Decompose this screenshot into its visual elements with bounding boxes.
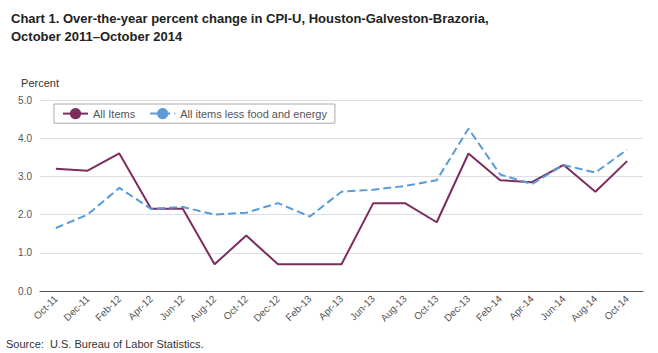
svg-text:Jun-12: Jun-12 (157, 293, 187, 323)
svg-text:Source: U.S. Bureau of Labor: Source: U.S. Bureau of Labor Statistics. (6, 338, 203, 350)
svg-text:Aug-14: Aug-14 (569, 293, 600, 324)
svg-text:Dec-12: Dec-12 (251, 293, 282, 324)
svg-text:4.0: 4.0 (18, 133, 32, 144)
svg-text:Oct-12: Oct-12 (221, 293, 250, 322)
svg-text:3.0: 3.0 (18, 171, 32, 182)
svg-text:October 2011–October 2014: October 2011–October 2014 (11, 29, 183, 44)
svg-text:Apr-12: Apr-12 (126, 293, 155, 322)
svg-text:All items less food and energy: All items less food and energy (180, 108, 327, 120)
svg-text:Chart 1. Over-the-year percent: Chart 1. Over-the-year percent change in… (11, 11, 489, 26)
svg-text:Apr-14: Apr-14 (507, 293, 536, 322)
svg-text:Percent: Percent (21, 77, 59, 89)
svg-text:All Items: All Items (93, 108, 136, 120)
svg-text:Feb-13: Feb-13 (284, 293, 314, 323)
svg-text:1.0: 1.0 (18, 247, 32, 258)
svg-text:Oct-13: Oct-13 (412, 293, 441, 322)
svg-text:Oct-11: Oct-11 (31, 293, 60, 322)
svg-text:Apr-13: Apr-13 (316, 293, 345, 322)
svg-text:2.0: 2.0 (18, 209, 32, 220)
svg-text:Aug-12: Aug-12 (188, 293, 219, 324)
svg-text:Oct-14: Oct-14 (602, 293, 631, 322)
svg-text:Aug-13: Aug-13 (378, 293, 409, 324)
svg-text:Dec-13: Dec-13 (442, 293, 473, 324)
svg-text:5.0: 5.0 (18, 95, 32, 106)
svg-text:Jun-14: Jun-14 (538, 293, 568, 323)
svg-text:Jun-13: Jun-13 (348, 293, 378, 323)
svg-text:Feb-12: Feb-12 (93, 293, 123, 323)
svg-text:Dec-11: Dec-11 (61, 293, 91, 323)
svg-text:0.0: 0.0 (18, 286, 32, 297)
svg-text:Feb-14: Feb-14 (474, 293, 504, 323)
